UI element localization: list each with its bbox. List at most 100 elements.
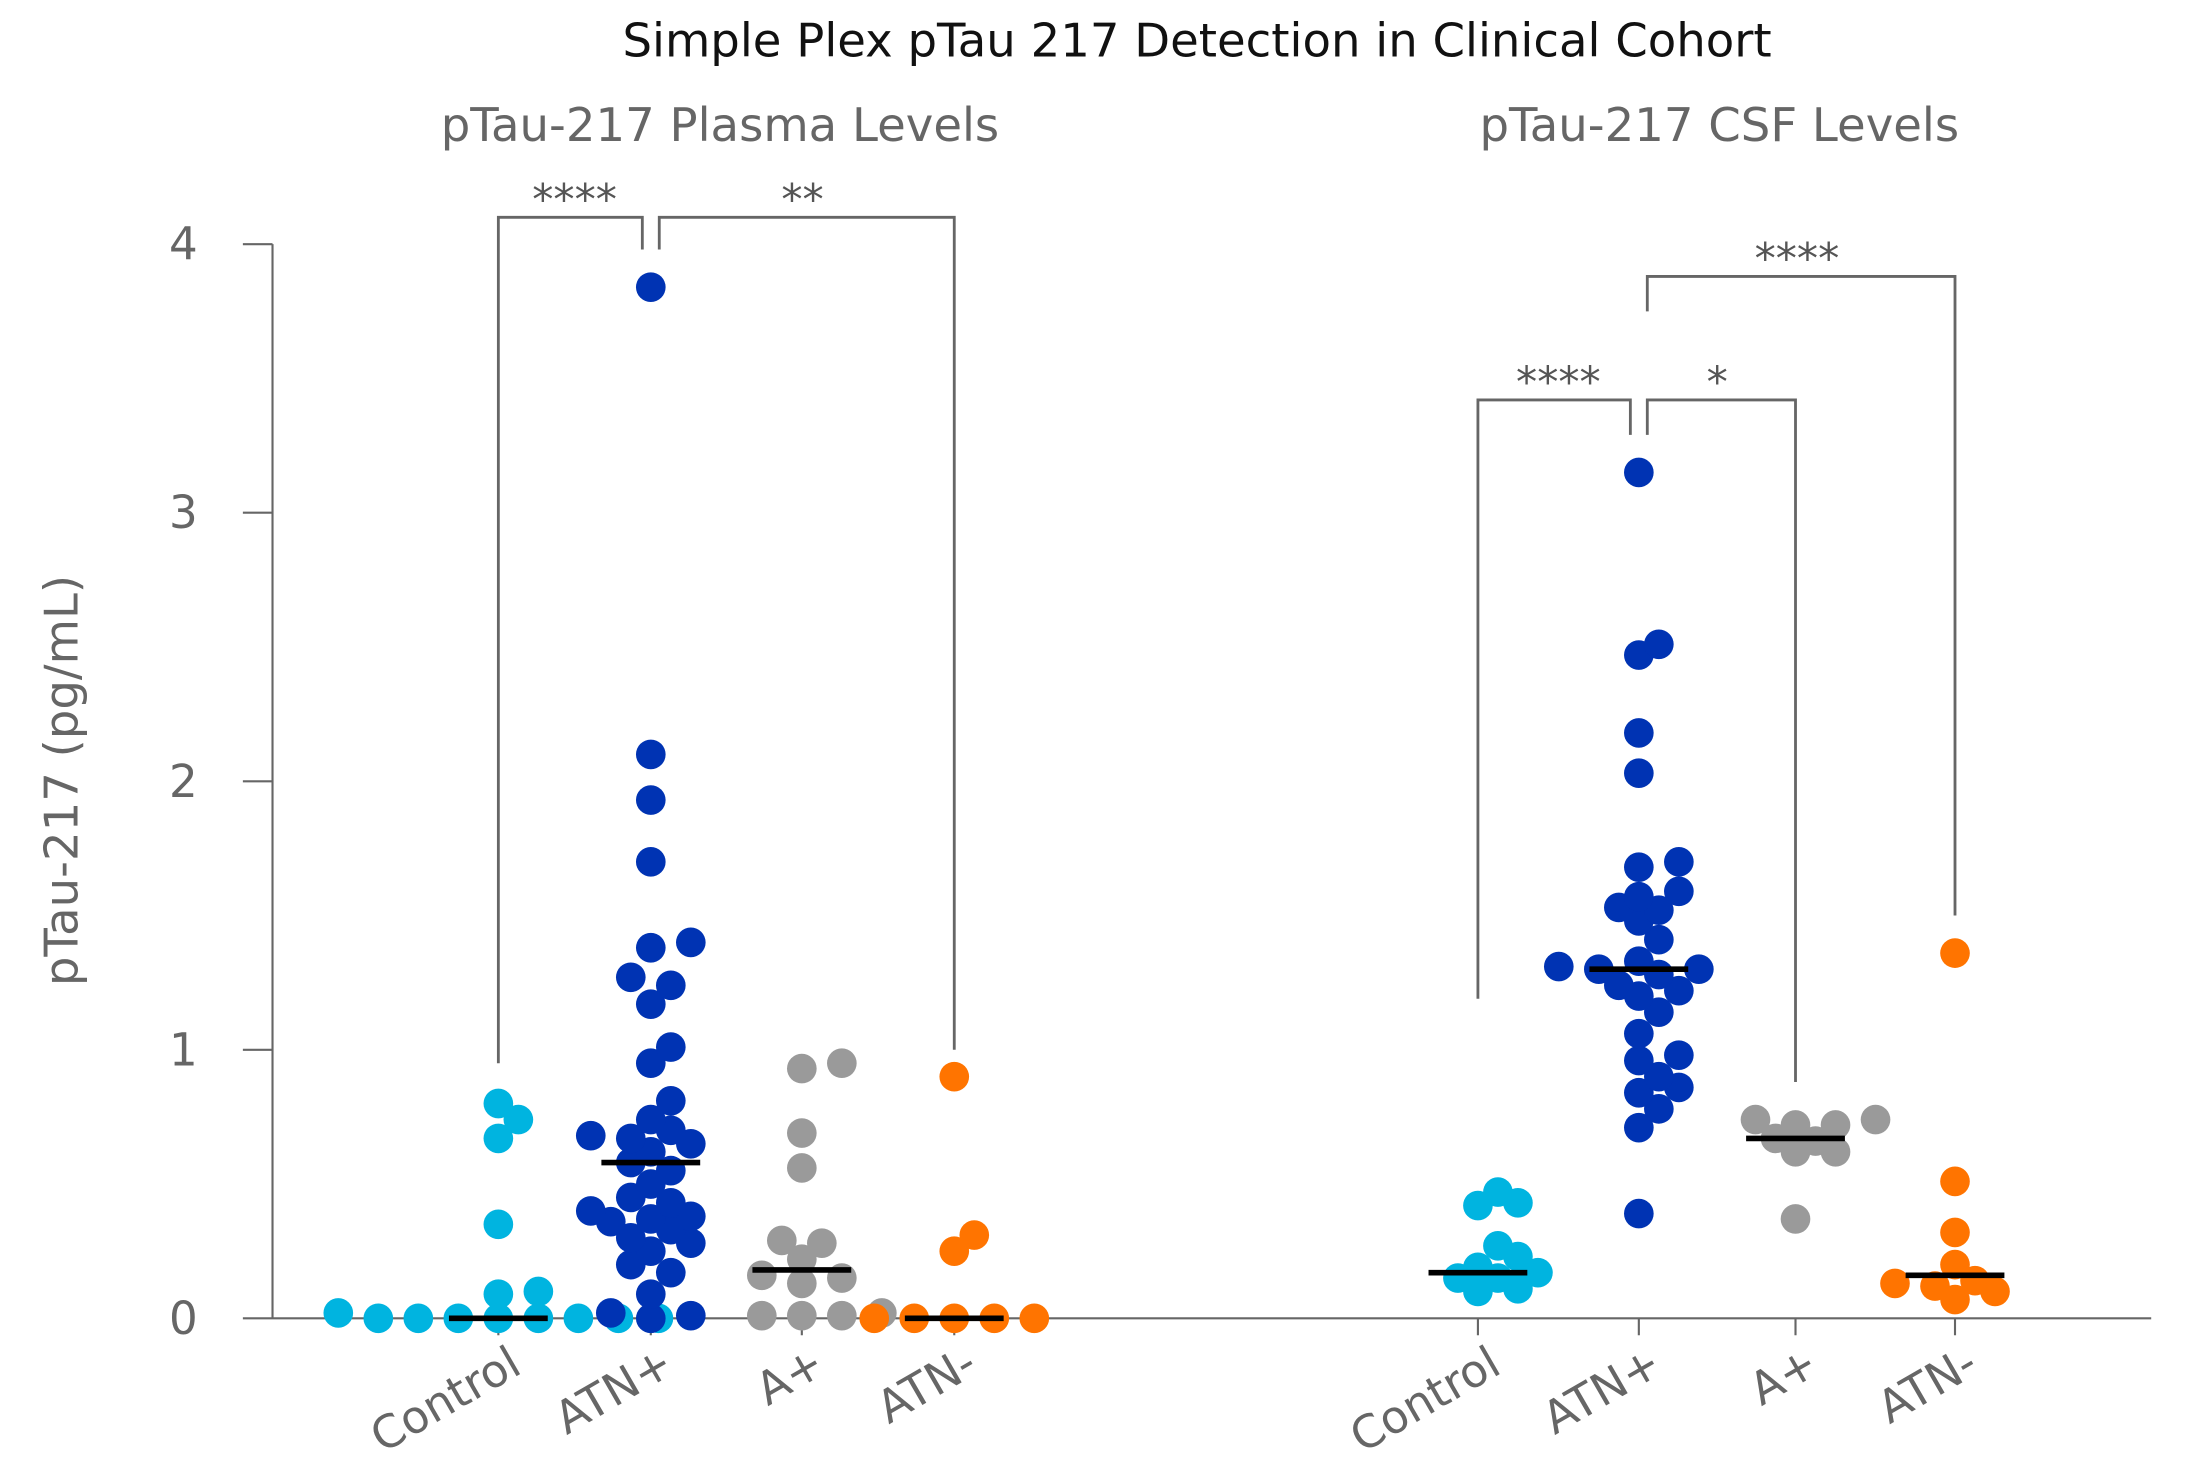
data-point: [807, 1228, 837, 1258]
y-tick-label: 1: [169, 1023, 198, 1076]
data-point: [363, 1303, 394, 1334]
data-point: [483, 1279, 514, 1309]
data-point: [1624, 1018, 1654, 1049]
data-point: [1664, 975, 1694, 1006]
data-point: [787, 1153, 817, 1183]
data-point: [655, 1257, 686, 1288]
data-point: [1780, 1204, 1811, 1234]
data-point: [1543, 951, 1574, 982]
data-point: [939, 1236, 970, 1267]
significance-bracket: [1645, 398, 1797, 1083]
significance-label: ****: [1516, 358, 1601, 407]
data-point: [1644, 997, 1674, 1028]
data-point: [403, 1303, 434, 1334]
data-point: [1624, 718, 1654, 748]
data-point: [595, 1298, 626, 1328]
data-point: [1624, 1198, 1654, 1229]
data-point: [635, 272, 666, 302]
y-axis-label: pTau-217 (pg/mL): [35, 575, 89, 986]
y-tick-label: 2: [169, 755, 198, 808]
data-point: [1624, 758, 1654, 789]
data-point: [1644, 1094, 1674, 1124]
data-point: [959, 1220, 990, 1250]
data-point: [1644, 924, 1674, 955]
data-point: [635, 1303, 666, 1334]
data-point: [1664, 876, 1694, 907]
data-point: [1780, 1110, 1811, 1140]
data-point: [1860, 1104, 1891, 1135]
y-tick-label: 4: [169, 218, 198, 271]
significance-label: ****: [1755, 235, 1840, 284]
data-point: [1820, 1110, 1851, 1140]
data-point: [827, 1300, 857, 1331]
data-point: [787, 1244, 817, 1275]
significance-label: **: [781, 176, 823, 225]
data-point: [787, 1053, 817, 1084]
data-point: [1664, 1040, 1694, 1070]
data-point: [1624, 852, 1654, 883]
x-tick-label: ATN-: [1868, 1336, 1985, 1434]
data-point: [827, 1048, 857, 1079]
significance-bracket: [657, 215, 956, 1050]
data-point: [655, 1085, 686, 1116]
data-point: [635, 1204, 666, 1234]
data-point: [1483, 1177, 1513, 1207]
data-point: [787, 1118, 817, 1148]
data-points: [323, 272, 2010, 1334]
data-point: [1880, 1268, 1910, 1299]
data-point: [575, 1196, 606, 1226]
panel-subtitle-plasma: pTau-217 Plasma Levels: [441, 98, 999, 152]
data-point: [323, 1298, 354, 1328]
x-tick-label: ATN+: [546, 1336, 682, 1445]
data-point: [1624, 1077, 1654, 1108]
data-point: [1604, 970, 1634, 1001]
data-point: [675, 927, 706, 958]
data-point: [635, 846, 666, 877]
x-tick-label: Control: [361, 1336, 529, 1464]
data-point: [939, 1061, 970, 1092]
data-point: [635, 1048, 666, 1079]
y-tick-label: 0: [169, 1292, 198, 1345]
panel-subtitle-csf: pTau-217 CSF Levels: [1479, 98, 1959, 152]
data-point: [1940, 1166, 1970, 1197]
data-point: [635, 1279, 666, 1309]
data-point: [1483, 1231, 1513, 1261]
data-point: [563, 1303, 594, 1334]
data-point: [655, 1188, 686, 1218]
data-point: [1940, 938, 1970, 968]
data-point: [1624, 1112, 1654, 1143]
data-point: [635, 1104, 666, 1135]
data-point: [859, 1303, 890, 1334]
x-tick-label: Control: [1341, 1336, 1509, 1464]
data-point: [1940, 1249, 1970, 1280]
median-lines: [448, 966, 2005, 1322]
chart-title: Simple Plex pTau 217 Detection in Clinic…: [622, 13, 1771, 67]
data-point: [1940, 1217, 1970, 1248]
significance-label: ****: [532, 176, 617, 225]
data-point: [483, 1123, 514, 1154]
y-tick-label: 3: [169, 486, 198, 539]
x-tick-label: A+: [747, 1336, 833, 1416]
data-point: [635, 989, 666, 1019]
data-point: [1523, 1257, 1553, 1288]
data-point: [615, 1123, 646, 1154]
data-point: [1644, 1061, 1674, 1092]
data-point: [655, 1032, 686, 1062]
data-point: [635, 932, 666, 963]
data-point: [787, 1268, 817, 1299]
data-point: [1664, 846, 1694, 877]
data-point: [746, 1300, 777, 1331]
x-tick-label: A+: [1740, 1336, 1826, 1416]
data-point: [655, 970, 686, 1001]
data-point: [746, 1260, 777, 1291]
significance-bracket: [1476, 398, 1632, 999]
data-point: [615, 962, 646, 993]
data-point: [766, 1225, 797, 1256]
data-point: [615, 1222, 646, 1253]
data-point: [787, 1300, 817, 1331]
data-point: [1644, 629, 1674, 660]
data-point: [1624, 881, 1654, 912]
data-point: [1019, 1303, 1050, 1334]
